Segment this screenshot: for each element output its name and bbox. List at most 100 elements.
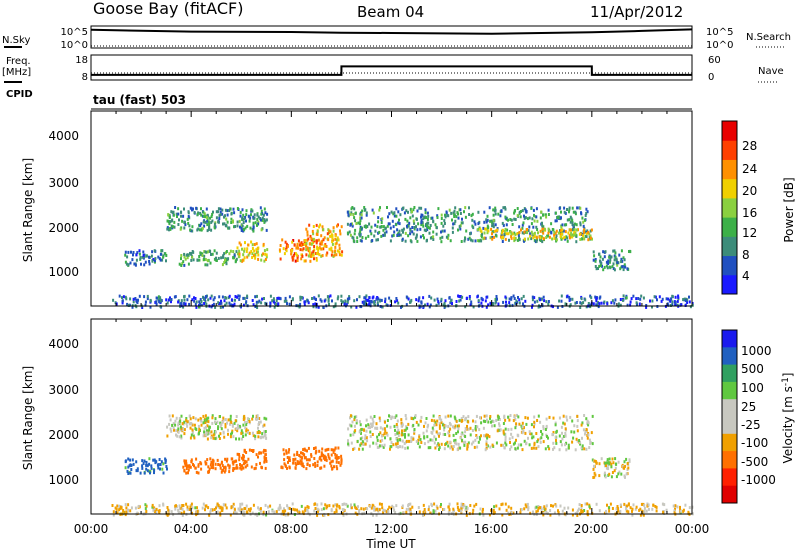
range-cell — [612, 262, 615, 266]
range-cell — [388, 505, 391, 509]
range-cell — [315, 450, 318, 454]
range-cell — [329, 461, 332, 465]
range-cell — [293, 243, 296, 247]
range-cell — [547, 234, 550, 238]
range-cell — [316, 510, 319, 514]
range-cell — [540, 507, 543, 511]
range-cell — [232, 207, 235, 211]
range-cell — [566, 239, 569, 243]
range-cell — [532, 225, 535, 229]
range-cell — [186, 256, 189, 260]
range-cell — [247, 253, 250, 257]
range-cell — [246, 247, 249, 251]
range-cell — [590, 431, 593, 435]
range-cell — [371, 208, 374, 212]
range-cell — [365, 211, 368, 215]
range-cell — [411, 214, 414, 218]
range-cell — [162, 462, 165, 466]
range-cell — [251, 417, 254, 421]
range-cell — [236, 220, 239, 224]
range-cell — [418, 445, 421, 449]
range-cell — [386, 419, 389, 422]
range-cell — [157, 298, 160, 302]
range-cell — [545, 510, 548, 514]
range-cell — [445, 235, 448, 239]
range-cell — [605, 264, 608, 268]
range-cell — [243, 448, 246, 452]
range-cell — [676, 505, 679, 509]
range-cell — [547, 213, 550, 216]
range-cell — [435, 232, 438, 236]
range-cell — [378, 508, 381, 512]
range-cell — [255, 242, 258, 246]
range-cell — [386, 433, 389, 437]
range-cell — [190, 458, 193, 462]
range-cell — [264, 301, 267, 305]
range-cell — [173, 428, 175, 432]
range-cell — [298, 454, 301, 457]
range-cell — [125, 297, 128, 301]
range-cell — [352, 447, 355, 451]
range-cell — [583, 237, 586, 241]
range-cell — [246, 417, 249, 421]
range-cell — [592, 476, 595, 479]
range-cell — [253, 254, 255, 258]
range-cell — [422, 224, 425, 228]
range-cell — [512, 511, 515, 515]
range-cell — [598, 462, 601, 466]
range-cell — [354, 429, 357, 433]
range-cell — [327, 299, 330, 303]
range-cell — [257, 506, 260, 510]
range-cell — [249, 507, 252, 511]
range-cell — [263, 423, 266, 427]
range-cell — [599, 264, 602, 267]
range-cell — [509, 414, 512, 417]
range-cell — [179, 227, 182, 231]
range-cell — [391, 234, 394, 238]
range-cell — [205, 431, 208, 435]
range-cell — [275, 510, 278, 514]
range-cell — [447, 236, 450, 240]
range-cell — [351, 222, 353, 226]
range-cell — [314, 507, 317, 510]
range-cell — [551, 237, 554, 241]
range-cell — [495, 504, 498, 508]
range-cell — [448, 508, 451, 512]
range-cell — [420, 415, 423, 419]
range-cell — [457, 294, 460, 298]
range-cell — [365, 418, 368, 422]
range-cell — [562, 435, 565, 438]
range-cell — [231, 460, 234, 464]
range-cell — [222, 254, 225, 258]
range-cell — [517, 415, 520, 419]
range-cell — [263, 455, 266, 459]
range-cell — [515, 438, 517, 442]
range-cell — [213, 249, 216, 253]
range-cell — [461, 295, 464, 299]
range-cell — [595, 299, 598, 303]
range-cell — [337, 461, 340, 465]
range-cell — [401, 423, 404, 427]
range-cell — [625, 509, 628, 513]
range-cell — [638, 302, 641, 306]
range-cell — [431, 216, 434, 220]
range-cell — [674, 303, 677, 307]
range-cell — [418, 435, 421, 439]
range-cell — [415, 440, 418, 444]
range-cell — [264, 503, 267, 507]
range-cell — [239, 243, 242, 247]
range-cell — [258, 417, 261, 420]
range-cell — [518, 225, 521, 229]
range-cell — [245, 451, 248, 454]
range-cell — [392, 212, 395, 216]
range-cell — [381, 305, 384, 309]
range-cell — [466, 445, 469, 449]
range-cell — [531, 305, 533, 309]
range-cell — [482, 513, 485, 517]
range-cell — [359, 219, 362, 223]
range-cell — [191, 423, 194, 427]
power-scale-tick-28: 28 — [742, 139, 757, 153]
range-cell — [219, 421, 222, 425]
velocity-colorbar-segment — [722, 416, 737, 435]
range-cell — [300, 504, 303, 508]
